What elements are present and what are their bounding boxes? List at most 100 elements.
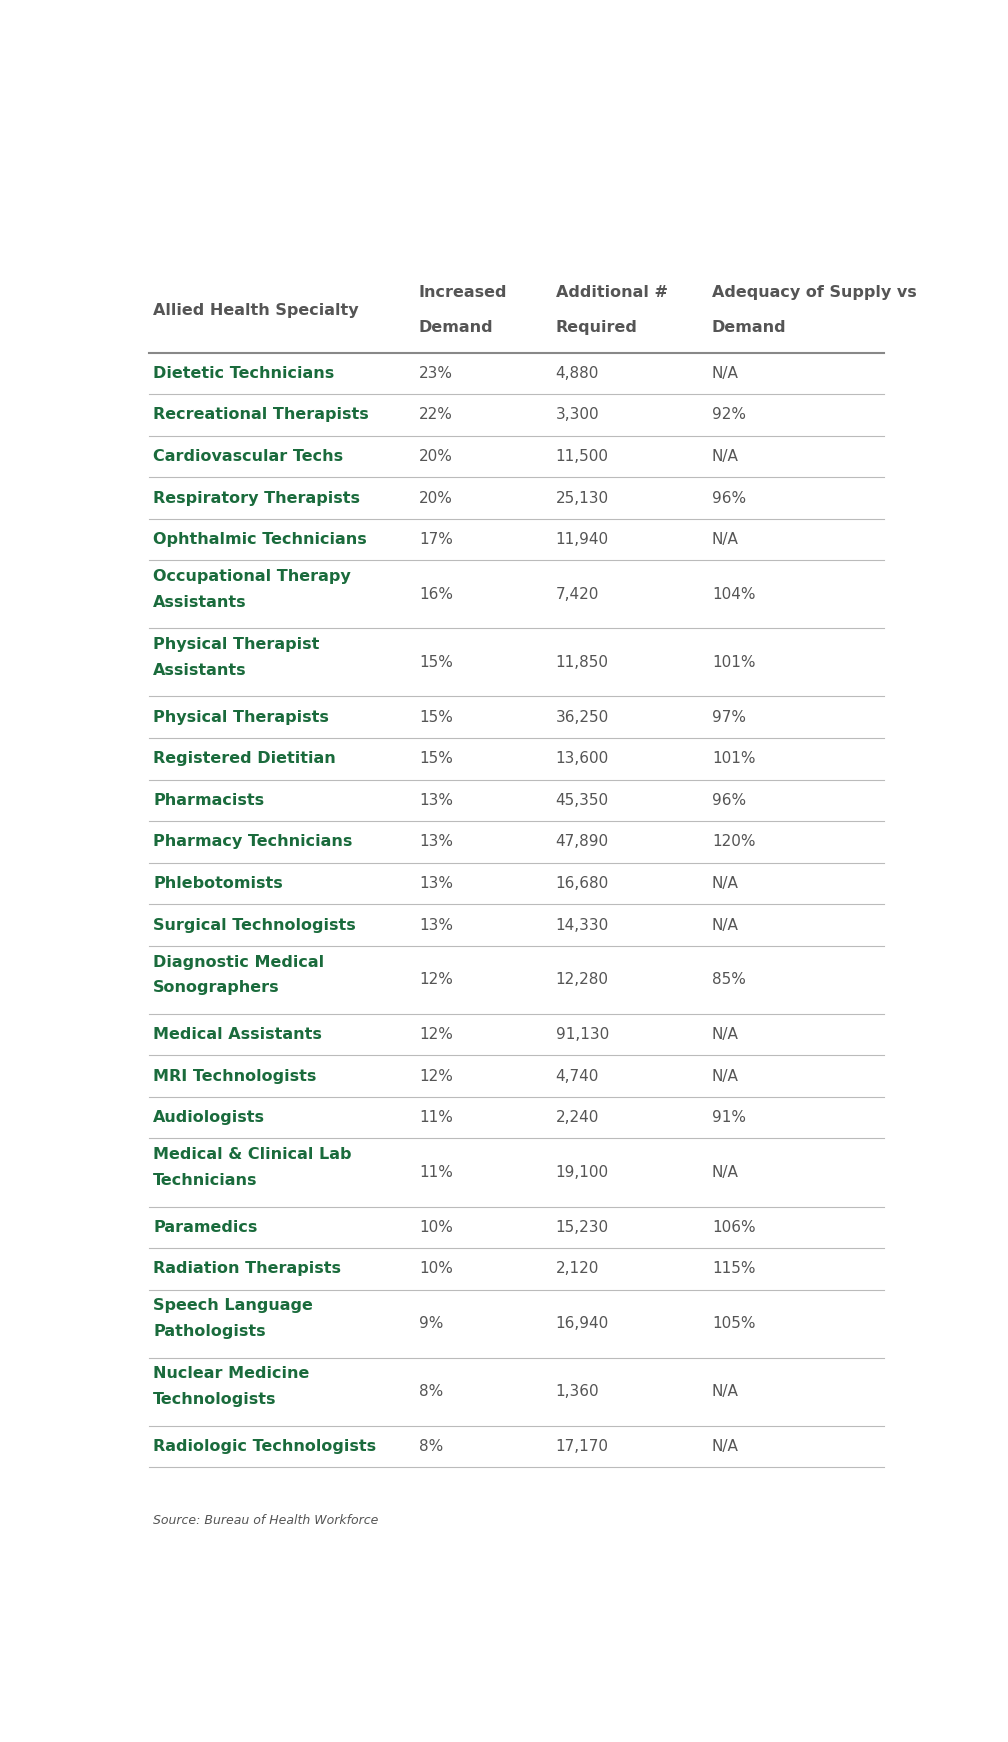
Text: 12%: 12% <box>419 972 453 988</box>
Text: Additional #: Additional # <box>555 286 667 301</box>
Text: 20%: 20% <box>419 449 453 463</box>
Text: 101%: 101% <box>712 655 755 671</box>
Text: Respiratory Therapists: Respiratory Therapists <box>153 491 360 505</box>
Text: 13%: 13% <box>419 834 453 850</box>
Text: 12%: 12% <box>419 1028 453 1042</box>
Text: Dietetic Technicians: Dietetic Technicians <box>153 366 335 381</box>
Text: 15,230: 15,230 <box>555 1219 609 1235</box>
Text: 13%: 13% <box>419 918 453 932</box>
Text: 104%: 104% <box>712 587 755 603</box>
Text: N/A: N/A <box>712 876 739 890</box>
Text: Demand: Demand <box>419 321 494 336</box>
Text: Source: Bureau of Health Workforce: Source: Bureau of Health Workforce <box>153 1514 379 1528</box>
Text: Technicians: Technicians <box>153 1172 258 1188</box>
Text: Recreational Therapists: Recreational Therapists <box>153 408 369 422</box>
Text: 96%: 96% <box>712 491 746 505</box>
Text: N/A: N/A <box>712 1068 739 1084</box>
Text: 96%: 96% <box>712 793 746 808</box>
Text: Audiologists: Audiologists <box>153 1110 265 1125</box>
Text: N/A: N/A <box>712 531 739 547</box>
Text: Assistants: Assistants <box>153 664 247 678</box>
Text: 4,740: 4,740 <box>555 1068 599 1084</box>
Text: 15%: 15% <box>419 709 453 725</box>
Text: Cardiovascular Techs: Cardiovascular Techs <box>153 449 344 463</box>
Text: 36,250: 36,250 <box>555 709 609 725</box>
Text: N/A: N/A <box>712 1165 739 1179</box>
Text: 10%: 10% <box>419 1219 453 1235</box>
Text: 47,890: 47,890 <box>555 834 609 850</box>
Text: Surgical Technologists: Surgical Technologists <box>153 918 356 932</box>
Text: 17,170: 17,170 <box>555 1439 609 1455</box>
Text: 17%: 17% <box>419 531 453 547</box>
Text: Paramedics: Paramedics <box>153 1219 258 1235</box>
Text: Demand: Demand <box>712 321 786 336</box>
Text: 16,940: 16,940 <box>555 1317 609 1331</box>
Text: 106%: 106% <box>712 1219 756 1235</box>
Text: Physical Therapist: Physical Therapist <box>153 638 320 652</box>
Text: 13,600: 13,600 <box>555 751 609 766</box>
Text: N/A: N/A <box>712 1385 739 1399</box>
Text: Technologists: Technologists <box>153 1392 277 1408</box>
Text: 120%: 120% <box>712 834 755 850</box>
Text: Radiation Therapists: Radiation Therapists <box>153 1261 342 1277</box>
Text: 91,130: 91,130 <box>555 1028 609 1042</box>
Text: 23%: 23% <box>419 366 453 381</box>
Text: Occupational Therapy: Occupational Therapy <box>153 570 351 584</box>
Text: 45,350: 45,350 <box>555 793 609 808</box>
Text: 97%: 97% <box>712 709 746 725</box>
Text: N/A: N/A <box>712 366 739 381</box>
Text: N/A: N/A <box>712 918 739 932</box>
Text: 7,420: 7,420 <box>555 587 599 603</box>
Text: 1,360: 1,360 <box>555 1385 600 1399</box>
Text: 92%: 92% <box>712 408 746 422</box>
Text: 4,880: 4,880 <box>555 366 599 381</box>
Text: Registered Dietitian: Registered Dietitian <box>153 751 336 766</box>
Text: 8%: 8% <box>419 1385 444 1399</box>
Text: Required: Required <box>555 321 637 336</box>
Text: Sonographers: Sonographers <box>153 981 280 995</box>
Text: 11%: 11% <box>419 1165 453 1179</box>
Text: Increased: Increased <box>419 286 507 301</box>
Text: 105%: 105% <box>712 1317 755 1331</box>
Text: 8%: 8% <box>419 1439 444 1455</box>
Text: 85%: 85% <box>712 972 746 988</box>
Text: Pharmacy Technicians: Pharmacy Technicians <box>153 834 353 850</box>
Text: 11,940: 11,940 <box>555 531 609 547</box>
Text: 9%: 9% <box>419 1317 444 1331</box>
Text: Diagnostic Medical: Diagnostic Medical <box>153 955 325 970</box>
Text: Phlebotomists: Phlebotomists <box>153 876 283 890</box>
Text: 14,330: 14,330 <box>555 918 609 932</box>
Text: 20%: 20% <box>419 491 453 505</box>
Text: 91%: 91% <box>712 1110 746 1125</box>
Text: 13%: 13% <box>419 793 453 808</box>
Text: 19,100: 19,100 <box>555 1165 609 1179</box>
Text: 13%: 13% <box>419 876 453 890</box>
Text: 101%: 101% <box>712 751 755 766</box>
Text: 15%: 15% <box>419 751 453 766</box>
Text: Physical Therapists: Physical Therapists <box>153 709 330 725</box>
Text: 3,300: 3,300 <box>555 408 600 422</box>
Text: 11,500: 11,500 <box>555 449 609 463</box>
Text: Speech Language: Speech Language <box>153 1298 313 1313</box>
Text: 15%: 15% <box>419 655 453 671</box>
Text: 16%: 16% <box>419 587 453 603</box>
Text: MRI Technologists: MRI Technologists <box>153 1068 317 1084</box>
Text: Ophthalmic Technicians: Ophthalmic Technicians <box>153 531 367 547</box>
Text: 115%: 115% <box>712 1261 755 1277</box>
Text: 2,120: 2,120 <box>555 1261 599 1277</box>
Text: 16,680: 16,680 <box>555 876 609 890</box>
Text: 11%: 11% <box>419 1110 453 1125</box>
Text: N/A: N/A <box>712 449 739 463</box>
Text: Allied Health Specialty: Allied Health Specialty <box>153 303 359 319</box>
Text: 25,130: 25,130 <box>555 491 609 505</box>
Text: 11,850: 11,850 <box>555 655 609 671</box>
Text: Assistants: Assistants <box>153 596 247 610</box>
Text: Nuclear Medicine: Nuclear Medicine <box>153 1366 309 1381</box>
Text: Pathologists: Pathologists <box>153 1324 266 1340</box>
Text: 2,240: 2,240 <box>555 1110 599 1125</box>
Text: Medical Assistants: Medical Assistants <box>153 1028 323 1042</box>
Text: N/A: N/A <box>712 1028 739 1042</box>
Text: N/A: N/A <box>712 1439 739 1455</box>
Text: 12,280: 12,280 <box>555 972 609 988</box>
Text: 10%: 10% <box>419 1261 453 1277</box>
